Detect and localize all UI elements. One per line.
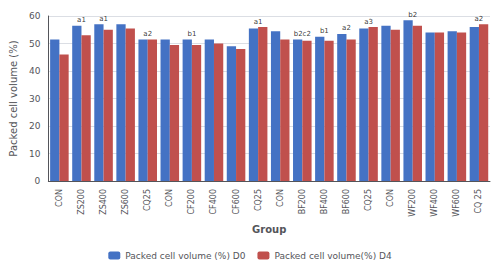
svg-text:50: 50 — [29, 39, 41, 49]
svg-text:WF200: WF200 — [408, 189, 417, 217]
svg-text:30: 30 — [29, 94, 41, 104]
svg-text:a2: a2 — [143, 30, 152, 38]
svg-text:CF200: CF200 — [187, 189, 196, 214]
svg-text:a2: a2 — [342, 24, 351, 32]
svg-text:WF600: WF600 — [452, 189, 461, 217]
svg-text:BF600: BF600 — [342, 189, 351, 214]
svg-text:a3: a3 — [364, 18, 373, 26]
svg-text:b1: b1 — [320, 27, 329, 35]
svg-text:ZS400: ZS400 — [99, 189, 108, 215]
svg-text:40: 40 — [29, 66, 41, 76]
svg-text:b2: b2 — [408, 11, 417, 19]
svg-text:CON: CON — [165, 189, 174, 207]
svg-text:20: 20 — [29, 121, 41, 131]
svg-text:CF600: CF600 — [232, 189, 241, 214]
svg-text:Group: Group — [252, 224, 286, 235]
svg-text:CQ 25: CQ 25 — [474, 189, 483, 214]
svg-text:CQ25: CQ25 — [364, 189, 373, 211]
svg-text:BF200: BF200 — [298, 189, 307, 214]
svg-text:a1: a1 — [254, 18, 263, 26]
svg-text:ZS200: ZS200 — [77, 189, 86, 215]
svg-text:Packed cell volume(%) D4: Packed cell volume(%) D4 — [274, 251, 392, 261]
svg-text:10: 10 — [29, 149, 41, 159]
svg-text:CF400: CF400 — [209, 189, 218, 214]
svg-text:Packed cell volume (%) D0: Packed cell volume (%) D0 — [125, 251, 245, 261]
svg-text:Packed cell volume (%): Packed cell volume (%) — [8, 40, 19, 156]
svg-text:CON: CON — [55, 189, 64, 207]
svg-text:0: 0 — [35, 176, 41, 186]
svg-text:a1: a1 — [77, 16, 86, 24]
svg-text:WF400: WF400 — [430, 189, 439, 217]
svg-text:CON: CON — [276, 189, 285, 207]
svg-text:b2c2: b2c2 — [294, 30, 311, 38]
svg-text:CQ25: CQ25 — [143, 189, 152, 211]
svg-text:b1: b1 — [187, 30, 196, 38]
svg-text:CQ25: CQ25 — [254, 189, 263, 211]
svg-text:a2: a2 — [475, 15, 484, 23]
svg-text:a1: a1 — [99, 15, 108, 23]
svg-text:60: 60 — [29, 11, 41, 21]
svg-text:ZS600: ZS600 — [121, 189, 130, 215]
svg-text:CON: CON — [386, 189, 395, 207]
svg-text:BF400: BF400 — [320, 189, 329, 214]
